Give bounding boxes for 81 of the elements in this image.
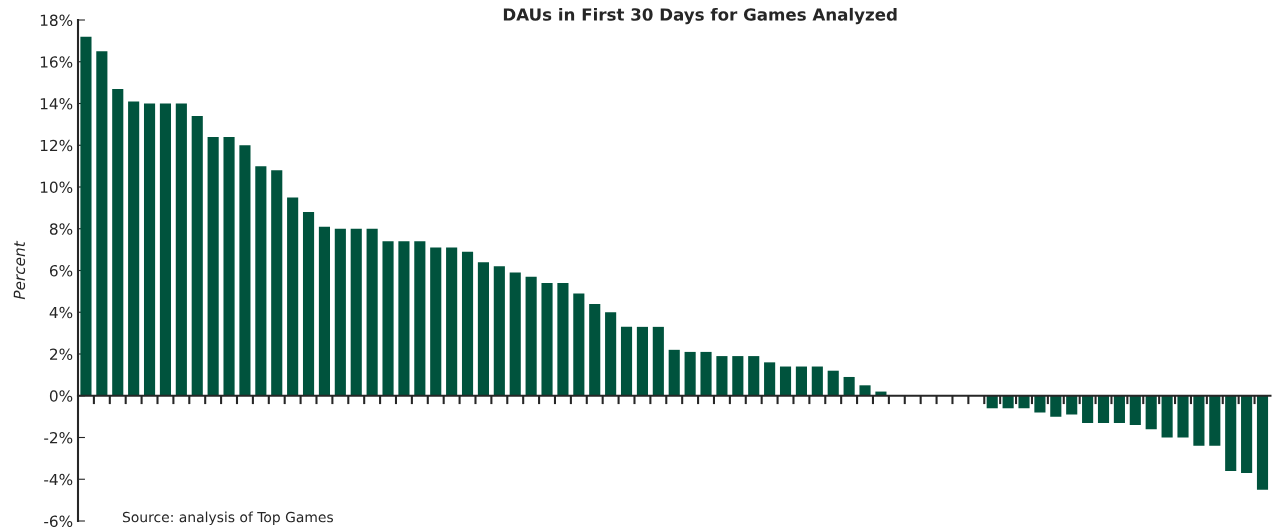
- bar: [859, 385, 871, 396]
- bar: [1097, 395, 1110, 423]
- y-tick-label: -4%: [44, 473, 73, 486]
- y-tick-label: -6%: [44, 515, 73, 527]
- y-tick-label: 10%: [40, 181, 73, 194]
- bar: [827, 370, 839, 396]
- bar: [1113, 395, 1125, 423]
- bar: [779, 366, 792, 396]
- bar: [700, 351, 712, 396]
- bar: [398, 241, 410, 396]
- bar: [764, 362, 776, 396]
- bar: [1161, 395, 1173, 438]
- bar: [716, 356, 728, 396]
- y-tick-label: 6%: [49, 264, 73, 277]
- bar: [843, 376, 855, 396]
- y-tick-label: 18%: [40, 14, 73, 27]
- bar: [143, 103, 156, 396]
- bar: [1225, 395, 1237, 471]
- bar: [414, 241, 426, 396]
- bar: [652, 326, 664, 396]
- y-tick-label: 14%: [40, 97, 73, 110]
- bar: [589, 303, 601, 396]
- bar: [573, 293, 585, 396]
- bar: [271, 170, 283, 396]
- bar: [207, 136, 219, 396]
- bar: [255, 166, 267, 396]
- bar: [1177, 395, 1189, 438]
- bar: [525, 276, 537, 396]
- y-tick-label: 0%: [49, 390, 73, 402]
- bar: [239, 145, 251, 396]
- chart-title: DAUs in First 30 Days for Games Analyzed: [503, 7, 897, 25]
- bar: [446, 247, 458, 396]
- bar: [1256, 395, 1269, 490]
- bar: [732, 356, 744, 396]
- bar: [302, 212, 315, 396]
- bar: [159, 103, 172, 396]
- y-tick-label: 2%: [50, 348, 73, 361]
- y-tick-label: 12%: [40, 139, 73, 152]
- bar: [112, 88, 124, 396]
- bar: [541, 283, 553, 396]
- bar: [477, 262, 489, 396]
- y-tick-label: 8%: [49, 223, 73, 235]
- bar: [493, 266, 505, 396]
- bar: [350, 228, 362, 396]
- bar: [80, 36, 92, 396]
- bar: [1066, 395, 1078, 415]
- bar: [96, 51, 108, 396]
- bar: [334, 228, 346, 396]
- bar: [795, 366, 807, 396]
- bar: [1241, 395, 1253, 473]
- bar: [382, 241, 394, 396]
- y-tick-label: 4%: [49, 306, 73, 319]
- annotation: Source: analysis of Top Games: [122, 511, 333, 525]
- bar: [1193, 395, 1205, 446]
- bar: [748, 356, 760, 396]
- y-axis-title: Percent: [13, 240, 26, 300]
- bar: [223, 136, 235, 396]
- bar: [668, 349, 680, 396]
- bar: [128, 101, 140, 396]
- bar: [318, 226, 331, 396]
- y-tick-label: -2%: [44, 431, 73, 444]
- bar: [1082, 395, 1094, 423]
- bar: [1129, 395, 1141, 425]
- bar: [430, 247, 442, 396]
- bar: [509, 272, 521, 396]
- bar: [1050, 395, 1062, 417]
- bar: [366, 228, 378, 396]
- bar: [636, 326, 648, 396]
- y-tick-label: 16%: [40, 56, 73, 68]
- bar: [1209, 395, 1221, 446]
- bar: [191, 116, 203, 396]
- bar: [1145, 395, 1157, 430]
- bar: [461, 251, 474, 396]
- bar: [620, 326, 633, 396]
- bar: [1018, 395, 1030, 409]
- bar: [605, 312, 617, 396]
- bar: [287, 197, 299, 396]
- bar: [684, 351, 696, 396]
- bar: [811, 366, 823, 396]
- bar: [557, 283, 569, 396]
- bar: [175, 103, 187, 396]
